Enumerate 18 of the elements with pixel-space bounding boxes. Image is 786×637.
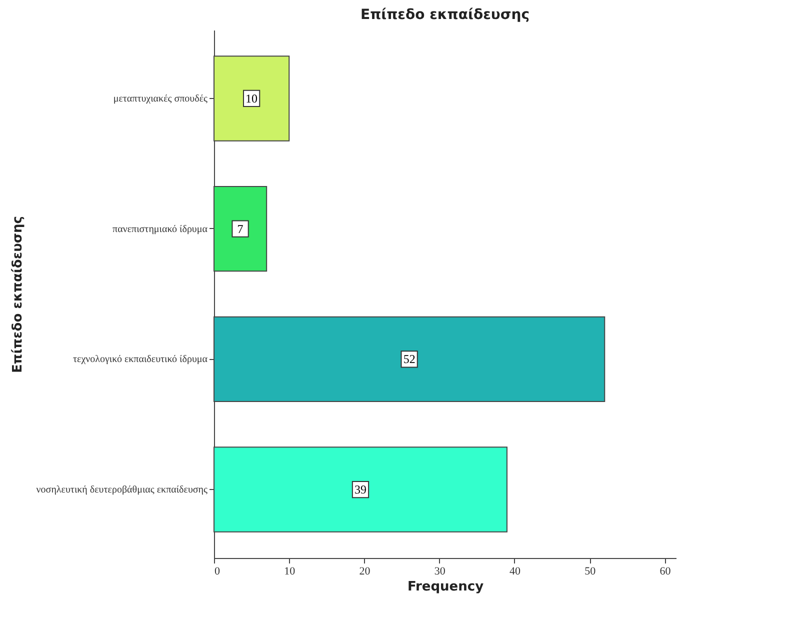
x-tick-label: 50 xyxy=(584,566,596,578)
x-tick-label: 30 xyxy=(434,566,446,578)
x-tick-label: 0 xyxy=(214,566,220,578)
chart-title: Επίπεδο εκπαίδευσης xyxy=(360,7,530,23)
y-tick-label: νοσηλευτική δευτεροβάθμιας εκπαίδευσης xyxy=(36,484,208,496)
x-tick-label: 20 xyxy=(359,566,371,578)
x-tick-label: 40 xyxy=(509,566,521,578)
y-tick-label: τεχνολογικό εκπαιδευτικό ίδρυμα xyxy=(72,354,208,366)
data-label: 39 xyxy=(354,482,366,497)
data-label: 7 xyxy=(237,222,244,236)
y-axis-title: Επίπεδο εκπαίδευσης xyxy=(10,216,26,373)
x-axis-title: Frequency xyxy=(407,580,484,594)
data-label: 52 xyxy=(403,352,416,366)
y-tick-label: πανεπιστημιακό ίδρυμα xyxy=(112,224,208,235)
data-label: 10 xyxy=(246,91,258,106)
x-tick-label: 10 xyxy=(284,566,296,578)
x-tick-label: 60 xyxy=(660,566,672,578)
y-tick-label: μεταπτυχιακές σπουδές xyxy=(113,93,208,104)
